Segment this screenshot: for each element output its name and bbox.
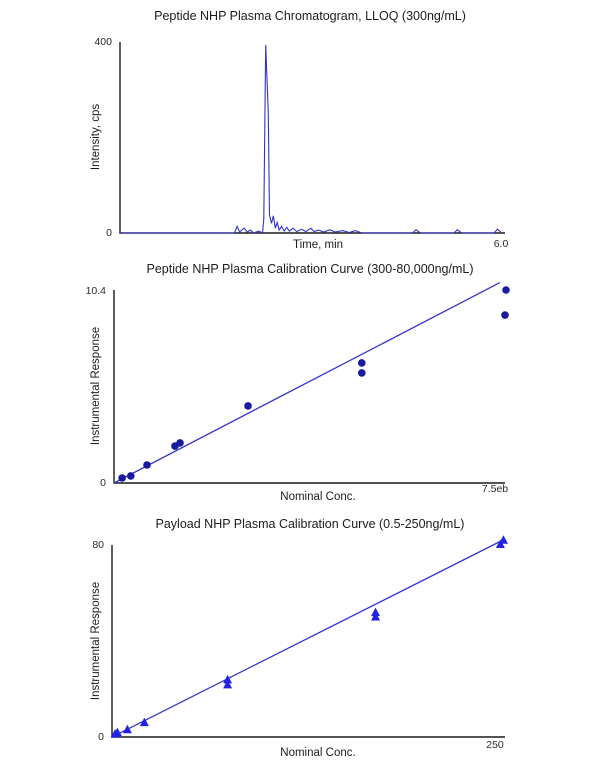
x-axis-label: Nominal Conc. (280, 491, 355, 503)
circle-marker (143, 461, 151, 469)
y-axis-label: Instrumental Response (90, 582, 102, 700)
y-axis-max-tick: 80 (92, 539, 104, 551)
axes-spines (111, 545, 505, 738)
y-axis-label: Intensity, cps (90, 104, 102, 171)
chromatogram-trace (120, 44, 503, 234)
x-axis-max-tick: 6.0 (494, 238, 509, 250)
signal-trace (120, 44, 503, 234)
circle-marker (358, 369, 366, 377)
triangle-marker (122, 724, 132, 734)
x-axis-label: Nominal Conc. (280, 747, 355, 759)
circle-marker (126, 472, 135, 480)
y-axis-min-tick: 0 (106, 227, 112, 239)
circle-marker (502, 286, 510, 294)
chromatogram-chart: Peptide NHP Plasma Chromatogram, LLOQ (3… (90, 9, 509, 251)
chart-title: Payload NHP Plasma Calibration Curve (0.… (156, 517, 465, 531)
y-axis-min-tick: 0 (100, 477, 106, 489)
fit-line (111, 538, 506, 738)
payload-calibration-chart: Payload NHP Plasma Calibration Curve (0.… (90, 517, 508, 759)
circle-marker (501, 311, 509, 319)
triangle-marker (112, 727, 122, 737)
axes-spines (113, 290, 505, 484)
y-axis-max-tick: 400 (94, 36, 112, 48)
circle-marker (118, 474, 126, 482)
triangle-marker (223, 679, 233, 689)
x-axis-label: Time, min (293, 239, 343, 251)
circle-marker (176, 439, 184, 447)
peptide-calibration-chart: Peptide NHP Plasma Calibration Curve (30… (86, 262, 510, 503)
y-axis-min-tick: 0 (98, 731, 104, 743)
y-axis-max-tick: 10.4 (86, 285, 107, 297)
triangle-marker (495, 539, 505, 549)
chart-title: Peptide NHP Plasma Chromatogram, LLOQ (3… (154, 9, 466, 23)
y-axis-label: Instrumental Response (90, 327, 102, 445)
calibration-points (110, 535, 508, 738)
fit-line (113, 282, 501, 484)
triangle-marker (371, 607, 381, 617)
triangle-marker (139, 717, 149, 727)
x-axis-max-tick: 250 (486, 739, 504, 751)
triangle-marker (498, 535, 508, 544)
calibration-points (113, 282, 510, 484)
x-axis-max-tick: 7.5eb (482, 483, 508, 495)
circle-marker (358, 359, 366, 367)
triangle-marker (223, 674, 233, 684)
triangle-marker (371, 612, 381, 621)
chart-title: Peptide NHP Plasma Calibration Curve (30… (146, 262, 473, 276)
axes-spines (119, 42, 505, 234)
circle-marker (244, 402, 252, 410)
